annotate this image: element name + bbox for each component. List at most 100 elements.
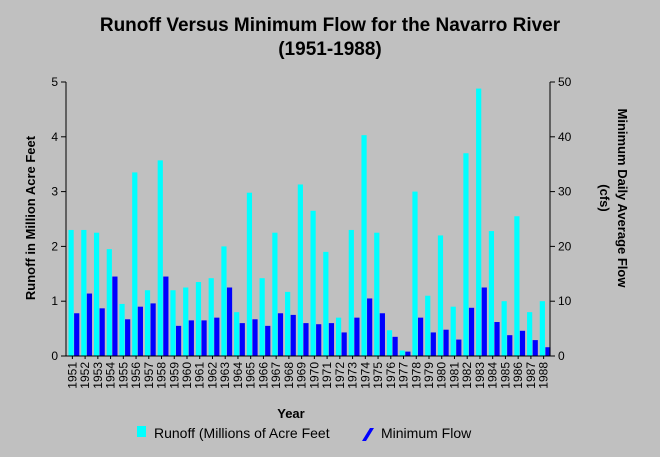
bar-minimum-flow-1976	[392, 336, 398, 356]
bar-minimum-flow-1951	[74, 313, 80, 356]
y-tick-label-right: 20	[558, 239, 572, 253]
bar-minimum-flow-1972	[341, 332, 347, 356]
bar-minimum-flow-1953	[99, 308, 105, 356]
bar-runoff-1965	[246, 192, 253, 356]
bar-runoff-1960	[183, 287, 189, 356]
chart-title-line2: (1951-1988)	[278, 39, 382, 60]
x-tick-label: 1974	[358, 362, 372, 389]
bar-minimum-flow-1955	[125, 319, 131, 356]
bar-minimum-flow-1960	[188, 320, 194, 356]
bar-minimum-flow-1968	[290, 314, 296, 356]
x-tick-label: 1968	[282, 362, 296, 389]
bar-runoff-1963	[221, 246, 227, 356]
x-tick-label: 1965	[244, 362, 258, 389]
bar-runoff-1959	[170, 290, 176, 356]
bar-runoff-1969	[297, 184, 303, 356]
x-tick-label: 1970	[307, 362, 321, 389]
chart-title-line1: Runoff Versus Minimum Flow for the Navar…	[99, 15, 561, 36]
bar-minimum-flow-1957	[150, 303, 156, 356]
bar-minimum-flow-1954	[112, 276, 118, 356]
x-tick-label: 1962	[205, 362, 219, 389]
y-tick-label-right: 30	[558, 185, 572, 199]
bar-runoff-1980	[437, 235, 444, 356]
y-tick-label-left: 3	[51, 185, 58, 199]
bar-runoff-1982	[463, 153, 469, 356]
bar-minimum-flow-1956	[137, 306, 143, 356]
bar-runoff-1971	[323, 251, 329, 356]
x-tick-label: 1983	[473, 362, 487, 389]
x-tick-label: 1973	[346, 362, 360, 389]
bar-minimum-flow-1958	[163, 276, 169, 356]
bar-minimum-flow-1965	[252, 319, 258, 356]
bar-runoff-1958	[157, 160, 163, 356]
bar-minimum-flow-1985	[507, 335, 513, 356]
bar-minimum-flow-1963	[226, 287, 233, 356]
x-tick-label: 1978	[409, 362, 423, 389]
bar-minimum-flow-1983	[481, 287, 487, 356]
bar-minimum-flow-1982	[468, 307, 475, 356]
bars-group	[68, 88, 551, 356]
y-axis-label-right-line1: Minimum Daily Average Flow	[615, 109, 630, 289]
bar-minimum-flow-1977	[405, 351, 411, 356]
x-tick-label: 1960	[180, 362, 194, 389]
bar-runoff-1984	[488, 231, 495, 356]
bar-minimum-flow-1984	[494, 322, 500, 356]
bar-minimum-flow-1952	[86, 293, 93, 356]
bar-runoff-1962	[208, 278, 214, 356]
y-axis-label-right-line2: (cfs)	[597, 184, 612, 211]
bar-runoff-1952	[81, 229, 87, 356]
y-tick-label-right: 0	[558, 349, 565, 363]
bar-runoff-1975	[374, 232, 380, 356]
bar-runoff-1973	[348, 229, 354, 356]
y-tick-label-left: 2	[51, 239, 58, 253]
bar-minimum-flow-1975	[379, 313, 385, 356]
x-tick-label: 1985	[498, 362, 512, 389]
x-axis-label: Year	[277, 406, 304, 421]
bar-runoff-1968	[285, 291, 291, 356]
x-tick-label: 1961	[193, 362, 207, 389]
x-tick-label: 1972	[333, 362, 347, 389]
bar-runoff-1974	[361, 135, 367, 356]
x-tick-label: 1958	[155, 362, 169, 389]
x-tick-label: 1963	[218, 362, 232, 389]
bar-minimum-flow-1961	[201, 320, 207, 356]
legend: Runoff (Millions of Acre Feet Minimum Fl…	[137, 425, 472, 441]
x-tick-label: 1988	[537, 362, 551, 389]
y-tick-label-right: 50	[558, 75, 572, 89]
y-axis-label-left: Runoff in Million Acre Feet	[23, 135, 38, 300]
x-tick-label: 1977	[397, 362, 411, 389]
bar-runoff-1964	[234, 312, 240, 356]
x-tick-label: 1971	[320, 362, 334, 389]
x-tick-label: 1981	[447, 362, 461, 389]
bar-runoff-1988	[539, 301, 545, 356]
x-tick-label: 1982	[460, 362, 474, 389]
x-tick-label: 1952	[78, 362, 92, 389]
x-tick-label: 1986	[511, 362, 525, 389]
bar-runoff-1977	[399, 350, 405, 356]
bar-runoff-1978	[412, 191, 418, 356]
bar-minimum-flow-1967	[277, 313, 284, 356]
bar-runoff-1983	[476, 88, 482, 356]
bar-runoff-1951	[68, 229, 74, 356]
bar-minimum-flow-1980	[443, 329, 449, 356]
bar-minimum-flow-1959	[175, 325, 182, 356]
legend-swatch-minimum-flow	[362, 428, 374, 441]
x-tick-label: 1953	[91, 362, 105, 389]
y-tick-label-left: 5	[51, 75, 58, 89]
bar-minimum-flow-1964	[239, 323, 245, 356]
legend-swatch-runoff	[137, 426, 146, 437]
x-tick-label: 1955	[116, 362, 130, 389]
x-tick-label: 1951	[65, 362, 79, 389]
bar-minimum-flow-1969	[303, 323, 309, 356]
y-tick-label-left: 4	[51, 130, 58, 144]
y-tick-label-right: 40	[558, 130, 572, 144]
legend-label-minimum-flow: Minimum Flow	[381, 425, 472, 441]
bar-runoff-1987	[527, 312, 533, 356]
bar-runoff-1961	[195, 282, 202, 356]
bar-minimum-flow-1966	[265, 325, 271, 356]
bar-minimum-flow-1979	[430, 332, 436, 356]
bar-minimum-flow-1987	[532, 340, 538, 356]
bar-minimum-flow-1971	[328, 323, 335, 356]
x-tick-label: 1976	[384, 362, 398, 389]
